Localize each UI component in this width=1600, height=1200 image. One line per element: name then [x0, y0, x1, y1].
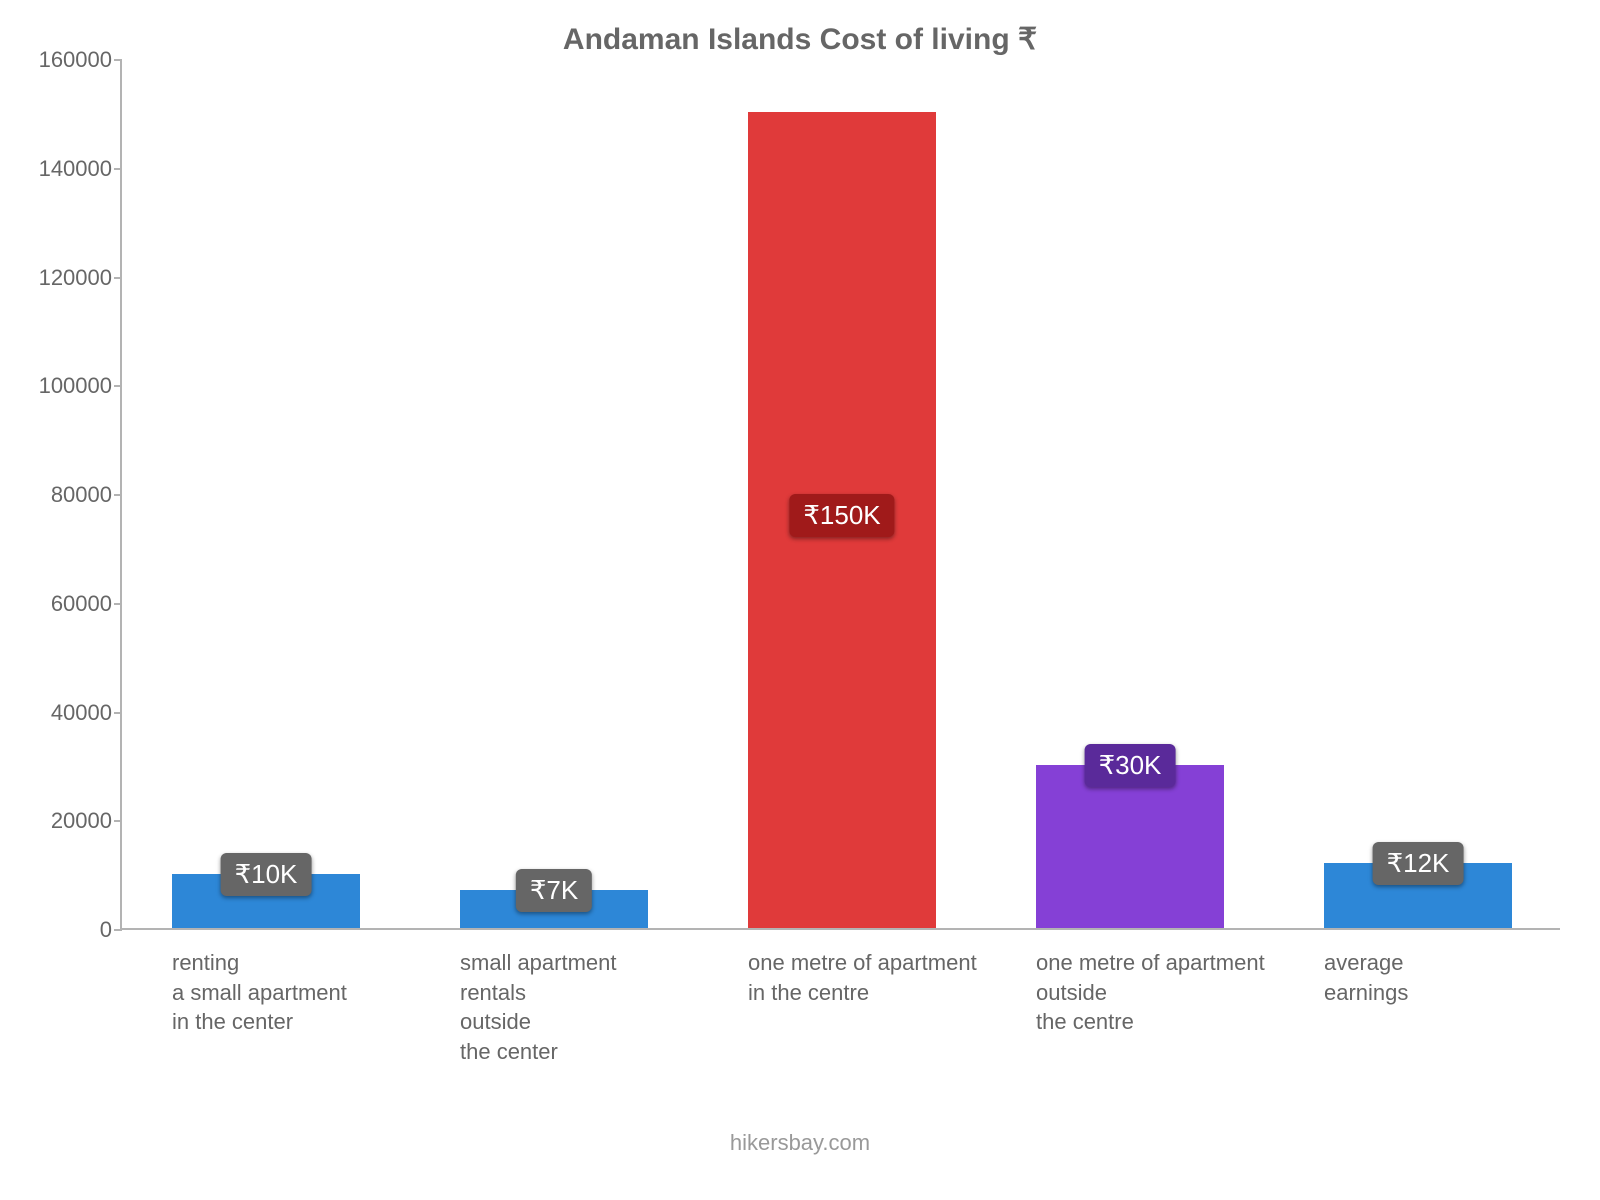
bar-value-label: ₹30K — [1085, 744, 1176, 787]
y-tick-label: 140000 — [22, 156, 112, 182]
bar-value-label: ₹150K — [789, 494, 894, 537]
y-tick-label: 60000 — [22, 591, 112, 617]
y-tick-label: 80000 — [22, 482, 112, 508]
y-tick-mark — [114, 168, 122, 170]
y-tick-label: 120000 — [22, 265, 112, 291]
y-tick-label: 40000 — [22, 700, 112, 726]
category-label: one metre of apartment in the centre — [748, 948, 977, 1007]
y-tick-label: 160000 — [22, 47, 112, 73]
chart-container: Andaman Islands Cost of living ₹ 0200004… — [0, 0, 1600, 1200]
category-label: average earnings — [1324, 948, 1408, 1007]
y-tick-mark — [114, 712, 122, 714]
chart-title: Andaman Islands Cost of living ₹ — [0, 22, 1600, 57]
plot-area: 0200004000060000800001000001200001400001… — [120, 60, 1560, 930]
y-tick-mark — [114, 494, 122, 496]
bar-value-label: ₹10K — [221, 853, 312, 896]
y-tick-mark — [114, 385, 122, 387]
bar — [1036, 765, 1224, 928]
y-tick-mark — [114, 820, 122, 822]
y-tick-mark — [114, 277, 122, 279]
category-label: renting a small apartment in the center — [172, 948, 347, 1037]
category-label: small apartment rentals outside the cent… — [460, 948, 617, 1067]
y-tick-label: 0 — [22, 917, 112, 943]
category-label: one metre of apartment outside the centr… — [1036, 948, 1265, 1037]
y-tick-label: 100000 — [22, 373, 112, 399]
y-tick-label: 20000 — [22, 808, 112, 834]
bar-value-label: ₹12K — [1373, 842, 1464, 885]
y-tick-mark — [114, 59, 122, 61]
y-tick-mark — [114, 929, 122, 931]
y-tick-mark — [114, 603, 122, 605]
chart-footer: hikersbay.com — [0, 1130, 1600, 1156]
bar-value-label: ₹7K — [516, 869, 592, 912]
